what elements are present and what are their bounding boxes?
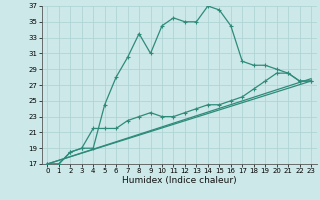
X-axis label: Humidex (Indice chaleur): Humidex (Indice chaleur) [122, 176, 236, 185]
